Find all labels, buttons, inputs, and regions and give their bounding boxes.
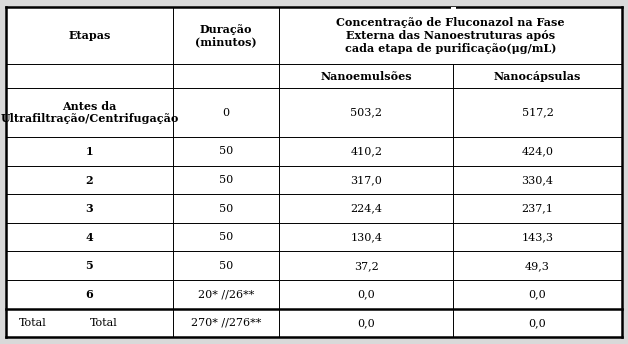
Text: 424,0: 424,0	[522, 147, 553, 157]
Text: 5: 5	[85, 260, 94, 271]
Text: 2: 2	[85, 174, 94, 185]
Text: 0,0: 0,0	[357, 318, 376, 328]
Text: Nanoemulsões: Nanoemulsões	[321, 71, 412, 82]
Text: Etapas: Etapas	[68, 30, 111, 41]
Text: 6: 6	[85, 289, 94, 300]
Text: 3: 3	[85, 203, 94, 214]
Text: 0,0: 0,0	[529, 318, 546, 328]
Text: 50: 50	[219, 175, 233, 185]
Text: 517,2: 517,2	[522, 108, 553, 118]
Bar	[451, 7, 456, 64]
Text: 330,4: 330,4	[522, 175, 553, 185]
Text: 50: 50	[219, 261, 233, 271]
Text: 0,0: 0,0	[357, 289, 376, 299]
Text: 270* //276**: 270* //276**	[191, 318, 261, 328]
Text: 237,1: 237,1	[522, 204, 553, 214]
Text: 317,0: 317,0	[350, 175, 382, 185]
Text: Nanocápsulas: Nanocápsulas	[494, 71, 582, 82]
Text: 0: 0	[222, 108, 230, 118]
Text: Duração
(minutos): Duração (minutos)	[195, 24, 257, 47]
Text: Total: Total	[19, 318, 46, 328]
Text: Antes da
Ultrafiltração/Centrifugação: Antes da Ultrafiltração/Centrifugação	[0, 101, 179, 125]
Text: 0,0: 0,0	[529, 289, 546, 299]
Text: Total: Total	[90, 318, 117, 328]
Text: 130,4: 130,4	[350, 232, 382, 242]
Text: Concentração de Fluconazol na Fase
Externa das Nanoestruturas após
cada etapa de: Concentração de Fluconazol na Fase Exter…	[337, 17, 565, 54]
Text: 50: 50	[219, 204, 233, 214]
Text: 410,2: 410,2	[350, 147, 382, 157]
Text: 224,4: 224,4	[350, 204, 382, 214]
Text: 20* //26**: 20* //26**	[198, 289, 254, 299]
Text: 1: 1	[85, 146, 94, 157]
Text: 50: 50	[219, 232, 233, 242]
Text: 4: 4	[85, 232, 94, 243]
Text: 49,3: 49,3	[525, 261, 550, 271]
Text: 143,3: 143,3	[522, 232, 553, 242]
Text: 37,2: 37,2	[354, 261, 379, 271]
Text: 50: 50	[219, 147, 233, 157]
Text: 503,2: 503,2	[350, 108, 382, 118]
